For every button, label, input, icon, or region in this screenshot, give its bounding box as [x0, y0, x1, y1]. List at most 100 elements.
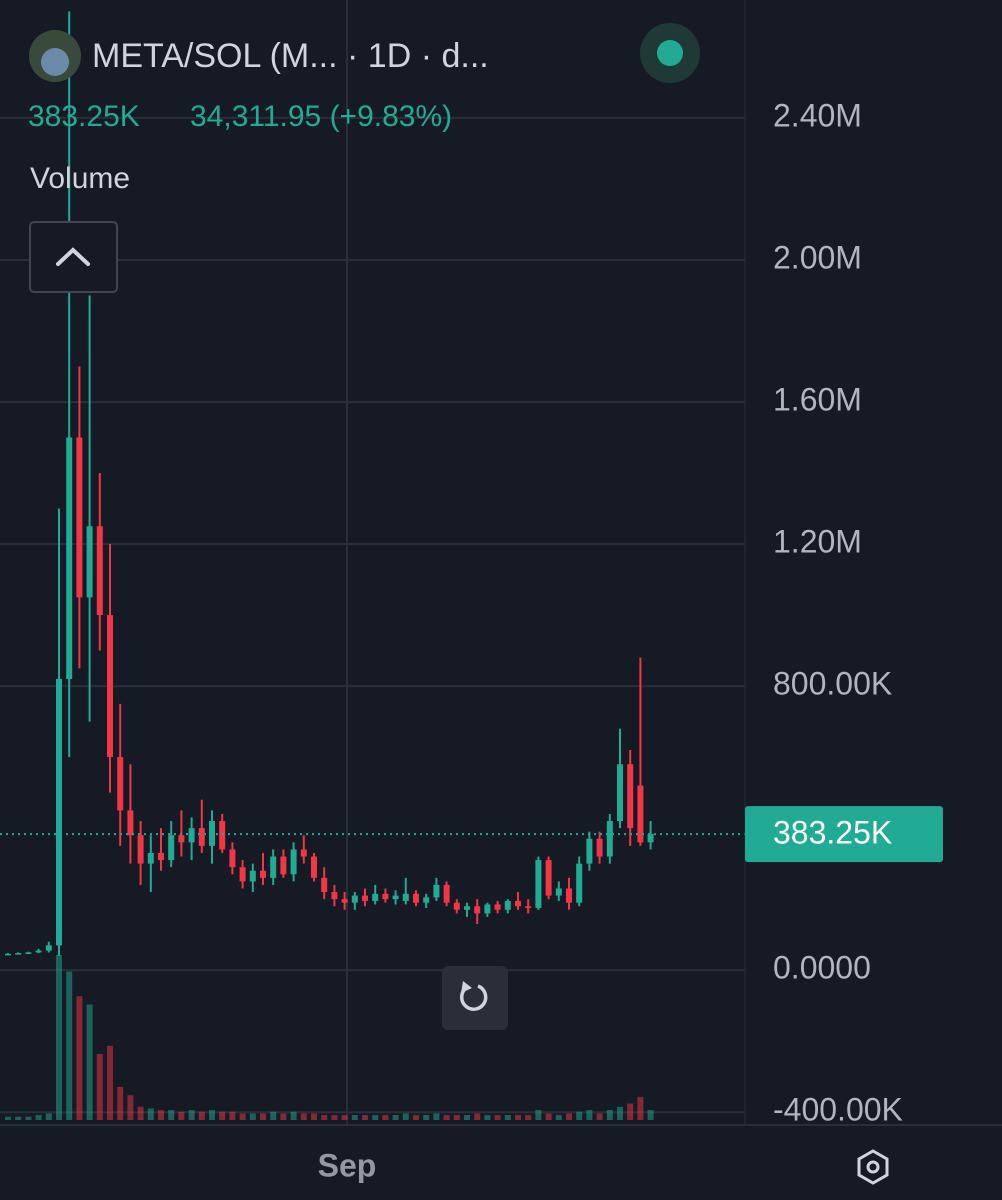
volume-bar — [76, 996, 83, 1120]
volume-bar — [198, 1111, 205, 1120]
candle-body — [270, 856, 277, 878]
candle-body — [576, 863, 583, 903]
volume-bar — [433, 1113, 440, 1120]
x-tick-label: Sep — [318, 1147, 377, 1183]
candle-body — [168, 835, 175, 861]
reset-arrow — [461, 981, 472, 993]
candle-body — [647, 834, 654, 843]
volume-bar — [239, 1113, 246, 1120]
volume-bar — [627, 1103, 634, 1120]
volume-bar — [606, 1110, 613, 1120]
candle-body — [443, 884, 450, 903]
volume-bar — [637, 1096, 644, 1120]
candle-body — [188, 828, 195, 843]
volume-bar — [168, 1110, 175, 1120]
candle-body — [351, 895, 358, 903]
candle-body — [107, 615, 113, 758]
volume-bar — [209, 1110, 215, 1120]
candle-body — [96, 526, 103, 616]
volume-bar — [290, 1111, 297, 1120]
volume-bar — [392, 1115, 399, 1120]
candle-body — [66, 437, 73, 679]
volume-bar — [147, 1108, 154, 1120]
candle-body — [484, 904, 491, 914]
candle-body — [249, 870, 256, 882]
logo-figure — [41, 48, 69, 76]
candle-body — [392, 895, 399, 900]
candle-body — [229, 849, 236, 868]
candle-body — [137, 835, 144, 864]
candle-body — [76, 437, 83, 598]
candle-body — [5, 953, 11, 956]
candle-body — [515, 900, 521, 907]
volume-bar — [137, 1106, 144, 1120]
candle-body — [331, 892, 338, 900]
volume-bar — [484, 1115, 491, 1120]
volume-bar — [158, 1110, 164, 1120]
volume-bar — [229, 1111, 236, 1120]
settings-icon-center — [866, 1160, 880, 1174]
candle-body — [15, 953, 22, 955]
candle-body — [586, 838, 593, 864]
candle-body — [25, 952, 32, 954]
y-tick-label: 2.00M — [773, 239, 862, 275]
candle-body — [494, 904, 501, 910]
volume-bar — [270, 1111, 277, 1120]
candle-body — [464, 906, 470, 910]
volume-bar — [494, 1115, 501, 1120]
volume-bar — [535, 1110, 542, 1120]
volume-bar — [15, 1116, 22, 1120]
candle-body — [321, 877, 328, 893]
volume-bar — [249, 1113, 256, 1120]
volume-bar — [423, 1115, 430, 1120]
indicator-label: Volume — [30, 162, 130, 195]
candle-body — [402, 893, 409, 901]
candle-body — [311, 856, 317, 878]
volume-bar — [219, 1111, 226, 1120]
volume-bar — [35, 1115, 42, 1120]
y-tick-label: 2.40M — [773, 97, 862, 133]
price-axis: 2.40M 2.00M 1.60M 1.20M 800.00K 0.0000 -400.00… — [745, 97, 943, 1128]
volume-bar — [413, 1115, 419, 1120]
candle-body — [35, 950, 42, 953]
candle-body — [433, 884, 440, 898]
reset-button[interactable] — [442, 966, 508, 1030]
last-price-badge — [745, 806, 943, 863]
candle-body — [219, 821, 226, 850]
y-tick-label: -400.00K — [773, 1092, 903, 1128]
collapse-button[interactable] — [29, 221, 118, 293]
volume-bar — [321, 1115, 328, 1120]
volume-bar — [362, 1115, 368, 1120]
volume-bar — [25, 1116, 32, 1120]
volume-bar — [545, 1113, 552, 1120]
volume-bar — [96, 1054, 103, 1120]
volume-bar — [331, 1115, 338, 1120]
volume-bar — [127, 1095, 134, 1120]
volume-bar — [647, 1110, 654, 1120]
settings-icon[interactable] — [857, 1149, 889, 1185]
symbol-title[interactable]: META/SOL (M... · 1D · d... — [92, 37, 489, 75]
candle-body — [525, 906, 532, 909]
volume-bar — [586, 1110, 593, 1120]
candle-body — [504, 900, 511, 910]
volume-bar — [402, 1113, 409, 1120]
volume-bar — [443, 1115, 450, 1120]
volume-bar — [555, 1115, 562, 1120]
candle-body — [606, 821, 613, 857]
volume-bar — [341, 1115, 348, 1120]
candle-body — [178, 835, 185, 843]
candle-body — [127, 810, 134, 836]
volume-bar — [453, 1115, 460, 1120]
candle-body — [290, 849, 297, 875]
candle-body — [300, 849, 307, 857]
candle-body — [239, 867, 246, 882]
candle-body — [413, 893, 419, 903]
volume-bar — [515, 1115, 521, 1120]
volume-bar — [5, 1116, 11, 1120]
volume-bar — [260, 1113, 266, 1120]
candle-body — [117, 757, 124, 811]
y-tick-label: 1.60M — [773, 381, 862, 417]
volume-bar — [576, 1111, 583, 1120]
volume-bar — [45, 1113, 52, 1120]
volume-bar — [107, 1045, 113, 1120]
